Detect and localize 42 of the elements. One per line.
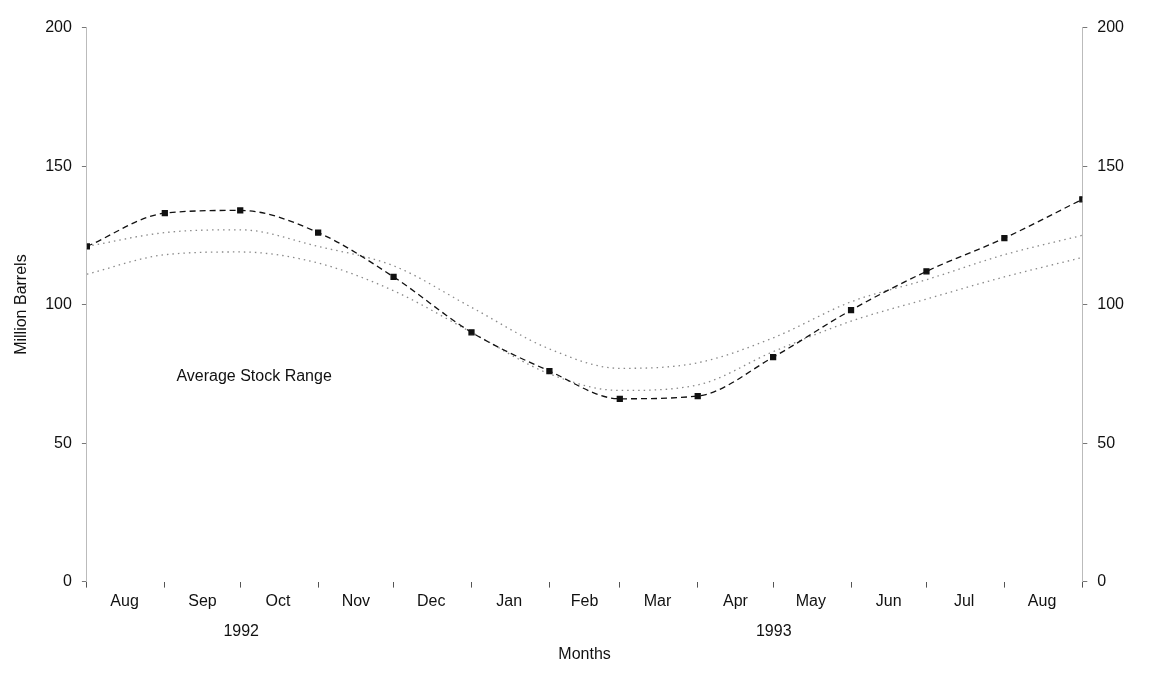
- x-tick-label: Mar: [643, 591, 672, 609]
- text: 1992: [223, 622, 260, 640]
- y-tick-label: 200: [45, 18, 72, 36]
- x-tick-label: Feb: [570, 591, 599, 609]
- point: [847, 307, 855, 314]
- point: [390, 273, 397, 281]
- y2-tick-label: 50: [1097, 433, 1116, 451]
- x-tick-label: Oct: [265, 591, 291, 609]
- line-series: [86, 251, 1083, 392]
- y2-tick-label: 200: [1097, 18, 1125, 36]
- point: [315, 229, 322, 236]
- x-tick-label: Aug: [110, 591, 139, 609]
- annotation: Average Stock Range: [176, 367, 332, 385]
- point: [770, 354, 777, 361]
- point: [86, 243, 91, 250]
- y2-tick-label: 150: [1097, 156, 1125, 174]
- point: [616, 395, 623, 402]
- text: 1993: [755, 622, 792, 640]
- x-tick-label: Sep: [188, 591, 217, 609]
- x-tick-label: Jun: [875, 591, 902, 609]
- point: [694, 392, 701, 400]
- point: [1001, 235, 1008, 242]
- y-tick-label: 100: [45, 295, 72, 313]
- point: [923, 268, 930, 275]
- point: [546, 367, 553, 375]
- x-tick-label: May: [795, 591, 826, 609]
- x-tick-label: Jan: [496, 591, 523, 609]
- y-tick-label: 0: [62, 572, 72, 590]
- y2-tick-label: 100: [1097, 295, 1125, 313]
- y-axis-title: Million Barrels: [12, 254, 30, 355]
- point: [161, 210, 168, 217]
- y2-tick-label: 0: [1097, 572, 1107, 590]
- y-tick-label: 50: [54, 433, 72, 451]
- x-tick-label: Nov: [341, 591, 371, 609]
- x-axis-title: Months: [558, 644, 611, 662]
- x-tick-label: Apr: [722, 591, 749, 609]
- point: [237, 207, 244, 214]
- x-tick-label: Dec: [417, 591, 446, 609]
- y-tick-label: 150: [45, 156, 72, 174]
- point: [468, 329, 475, 336]
- x-tick-label: Jul: [953, 591, 975, 609]
- x-tick-label: Aug: [1027, 591, 1057, 609]
